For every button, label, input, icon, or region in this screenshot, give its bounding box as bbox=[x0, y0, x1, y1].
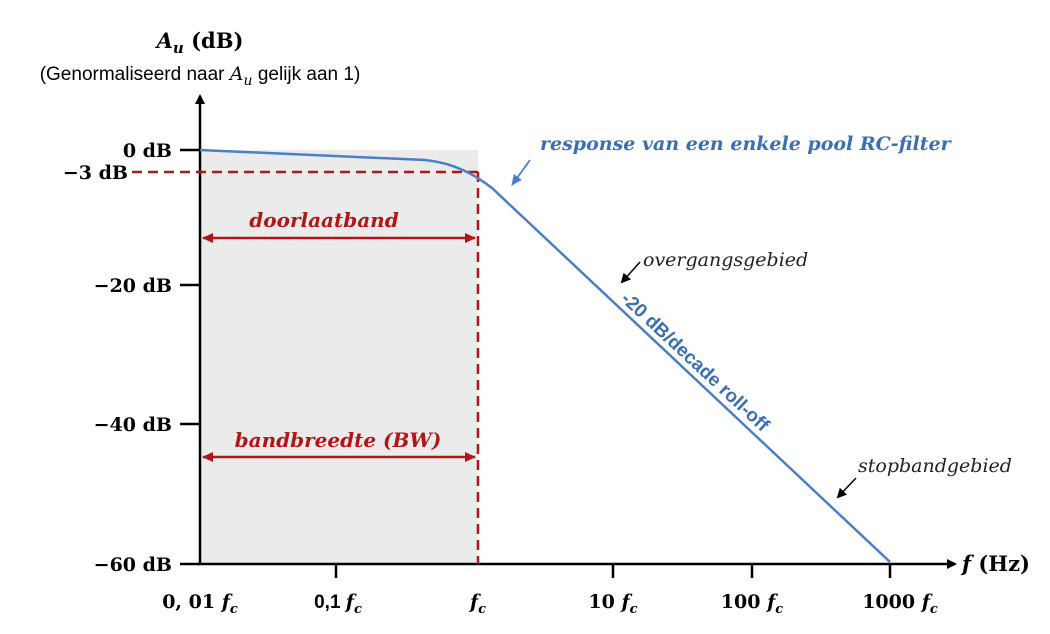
y-tick-label: −3 dB bbox=[63, 162, 128, 184]
x-tick-label: 0, 01 fc bbox=[162, 591, 238, 617]
x-tick-label: 0,1 fc bbox=[314, 591, 362, 617]
y-axis-subtitle: (Genormaliseerd naar Au gelijk aan 1) bbox=[40, 63, 361, 89]
response-pointer-arrow bbox=[511, 159, 531, 186]
response-curve bbox=[199, 148, 891, 563]
transition-label: overgangsgebied bbox=[643, 249, 808, 271]
x-tick-label: fc bbox=[468, 591, 486, 617]
passband-shading bbox=[200, 150, 478, 564]
x-tick-label: 1000 fc bbox=[862, 591, 938, 617]
y-tick-label: −40 dB bbox=[94, 414, 172, 436]
stopband-label: stopbandgebied bbox=[858, 455, 1012, 477]
rolloff-label: -20 dB/decade roll-off bbox=[617, 288, 774, 436]
bandwidth-label: bandbreedte (BW) bbox=[235, 428, 442, 452]
x-tick-label: 10 fc bbox=[588, 591, 637, 617]
x-axis-title: f (Hz) bbox=[960, 551, 1030, 576]
passband-label: doorlaatband bbox=[249, 208, 398, 232]
transition-pointer-arrow bbox=[620, 261, 641, 284]
y-tick-label: −60 dB bbox=[94, 554, 172, 576]
y-tick-label: −20 dB bbox=[94, 275, 172, 297]
y-axis-title: Au (dB) bbox=[155, 28, 244, 57]
stopband-pointer-arrow bbox=[836, 477, 857, 499]
x-tick-label: 100 fc bbox=[721, 591, 783, 617]
y-tick-label: 0 dB bbox=[123, 140, 172, 162]
response-label: response van een enkele pool RC-filter bbox=[540, 133, 953, 155]
